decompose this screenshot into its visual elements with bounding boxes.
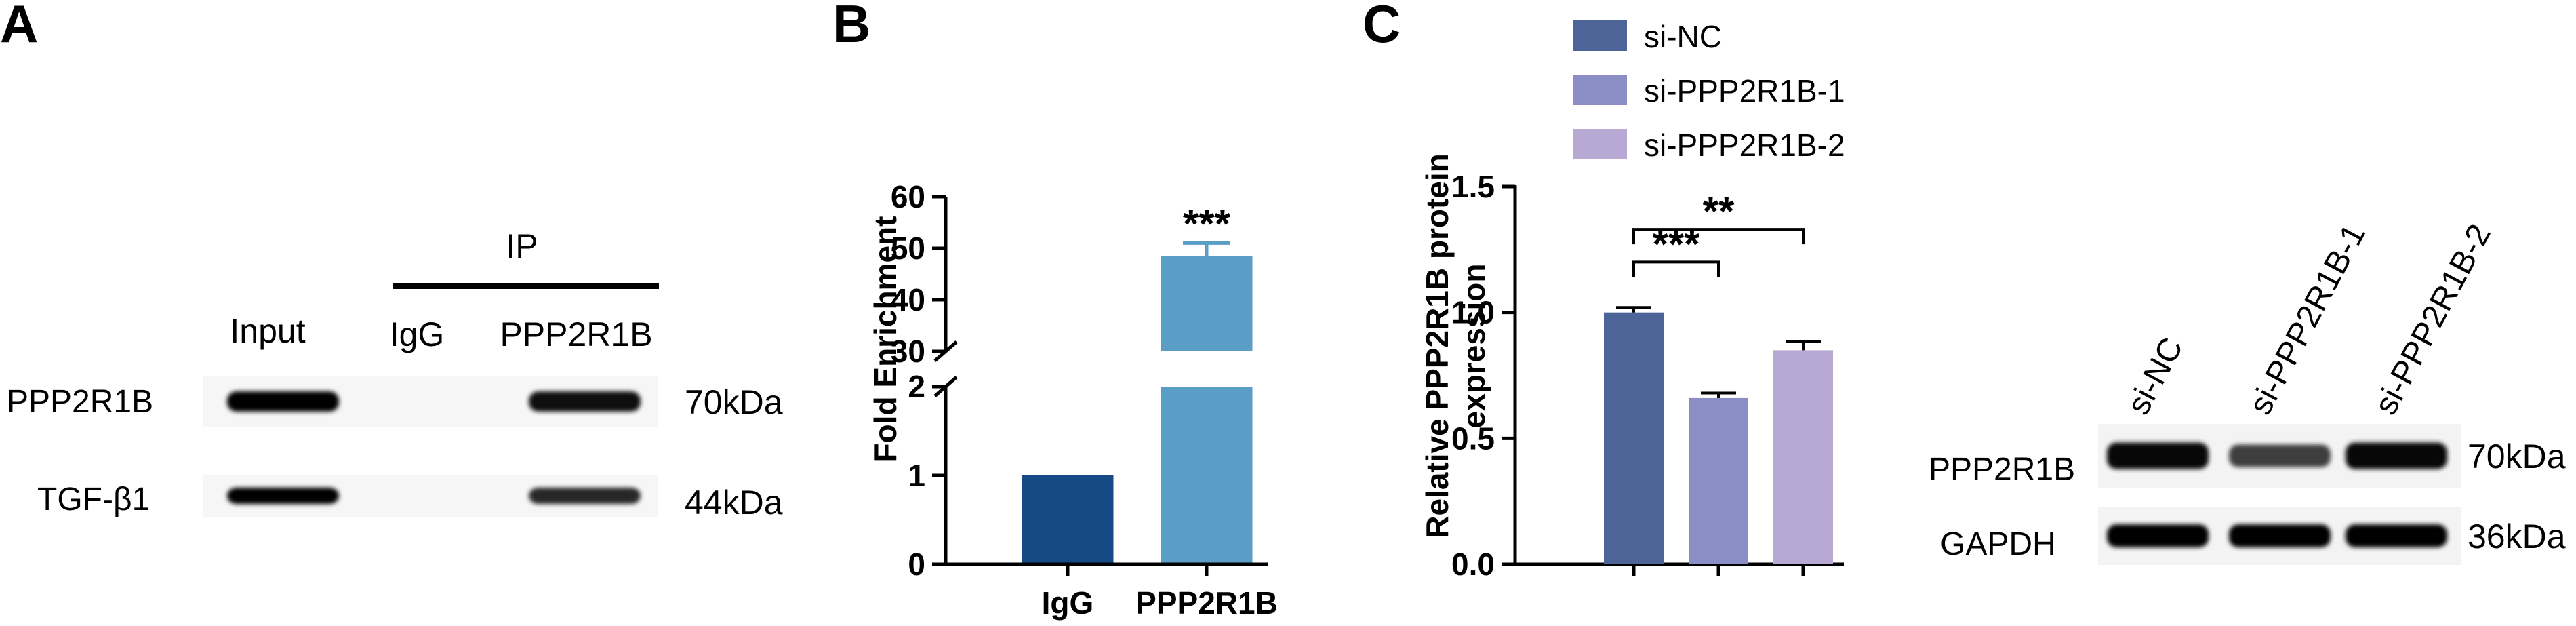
blot-c-lane-label-si-nc: si-NC bbox=[2120, 332, 2190, 420]
panel-c-bar-si-ppp2r1b-2 bbox=[1773, 350, 1833, 564]
panel-b-ytick-label: 2 bbox=[908, 369, 925, 404]
band-c-row0-lane0 bbox=[2107, 442, 2209, 469]
band-a-row0-lane0 bbox=[227, 391, 339, 412]
panel-c-ytick-label: 1.0 bbox=[1451, 295, 1495, 330]
panel-c-legend-swatch-si-ppp2r1b-2 bbox=[1573, 129, 1627, 159]
band-a-row1-lane2 bbox=[529, 488, 641, 504]
panel-b-bar-ppp2r1b-upper bbox=[1161, 256, 1253, 351]
blot-c-row-label-gapdh: GAPDH bbox=[1940, 526, 2056, 562]
mw-label-44kda: 44kDa bbox=[685, 484, 783, 522]
panel-c-bar-si-nc bbox=[1604, 312, 1664, 564]
panel-c-letter: C bbox=[1363, 0, 1401, 54]
lane-label-igg: IgG bbox=[390, 315, 445, 353]
panel-c-legend-label-si-ppp2r1b-2: si-PPP2R1B-2 bbox=[1644, 128, 1845, 163]
panel-b-ytick-label: 50 bbox=[891, 231, 925, 266]
panel-c-ytick-label: 1.5 bbox=[1451, 169, 1495, 204]
panel-b-xtick-label-ppp2r1b: PPP2R1B bbox=[1135, 585, 1278, 621]
ip-header: IP bbox=[506, 227, 538, 265]
lane-label-input: Input bbox=[230, 312, 305, 350]
panel-b-letter: B bbox=[832, 0, 870, 54]
band-c-row1-lane1 bbox=[2229, 524, 2331, 547]
panel-b-bar-ppp2r1b-lower bbox=[1161, 387, 1253, 564]
panel-c-comparison-bracket bbox=[1632, 228, 1805, 245]
lane-label-ppp2r1b: PPP2R1B bbox=[500, 315, 652, 353]
band-c-row1-lane2 bbox=[2346, 524, 2447, 547]
blot-c-lane-label-si-2: si-PPP2R1B-2 bbox=[2368, 218, 2498, 420]
panel-b-xtick-label-igg: IgG bbox=[1042, 585, 1094, 621]
panel-c-legend-swatch-si-nc bbox=[1573, 20, 1627, 51]
panel-b-ylabel: Fold Enrichment bbox=[868, 216, 903, 463]
panel-c-ylabel-line2: expression bbox=[1456, 264, 1491, 429]
panel-b-significance: *** bbox=[1183, 201, 1231, 246]
panel-c-legend-label-si-nc: si-NC bbox=[1644, 19, 1722, 54]
blot-c-lane-label-si-1: si-PPP2R1B-1 bbox=[2242, 218, 2373, 420]
panel-a-letter: A bbox=[0, 0, 38, 54]
blot-c-row-label-ppp2r1b: PPP2R1B bbox=[1929, 452, 2075, 488]
blot-c-mw-36kda: 36kDa bbox=[2468, 517, 2566, 555]
panel-c-ytick-label: 0.5 bbox=[1451, 420, 1495, 456]
panel-b-ytick-label: 30 bbox=[891, 334, 925, 369]
panel-b-chart: 0 1 230 40 50 60 IgG *** PPP2R1B bbox=[891, 179, 1278, 621]
panel-c-legend-label-si-ppp2r1b-1: si-PPP2R1B-1 bbox=[1644, 73, 1845, 109]
panel-b-ytick-label: 1 bbox=[908, 458, 925, 493]
blot-c-mw-70kda: 70kDa bbox=[2468, 437, 2566, 475]
panel-b-ytick-label: 40 bbox=[891, 282, 925, 317]
band-a-row0-lane2 bbox=[529, 391, 641, 412]
panel-b-ytick-label: 60 bbox=[891, 179, 925, 214]
band-c-row0-lane2 bbox=[2346, 442, 2447, 469]
panel-c-bar-si-ppp2r1b-1 bbox=[1689, 397, 1748, 564]
band-c-row0-lane1 bbox=[2229, 444, 2331, 467]
panel-b: B Fold Enrichment 0 1 230 40 50 60 IgG *** PPP2R… bbox=[832, 0, 1278, 621]
panel-c-comparison-bracket bbox=[1632, 260, 1720, 277]
blot-bands-a bbox=[227, 391, 641, 504]
mw-label-70kda: 70kDa bbox=[685, 383, 783, 421]
panel-c-ytick-label: 0.0 bbox=[1451, 547, 1495, 582]
band-c-row1-lane0 bbox=[2107, 524, 2209, 547]
panel-c-comparison-label: ** bbox=[1703, 189, 1735, 234]
panel-b-ytick-label: 0 bbox=[908, 547, 925, 582]
blot-bands-c bbox=[2107, 442, 2447, 547]
band-a-row1-lane0 bbox=[227, 488, 339, 504]
panel-b-bar-igg bbox=[1022, 475, 1114, 564]
panel-c: C Relative PPP2R1B protein expression 0.… bbox=[1363, 0, 2566, 582]
panel-c-legend-swatch-si-ppp2r1b-1 bbox=[1573, 75, 1627, 105]
panel-c-ylabel-line1: Relative PPP2R1B protein bbox=[1420, 153, 1455, 539]
row-label-ppp2r1b: PPP2R1B bbox=[7, 384, 153, 420]
panel-a: A IP Input IgG PPP2R1B PPP2R1B TGF-β1 70… bbox=[0, 0, 783, 522]
row-label-tgfb1: TGF-β1 bbox=[37, 482, 150, 517]
panel-c-chart: 0.00.51.01.5*****si-NCsi-PPP2R1B-1si-PPP… bbox=[1451, 19, 1845, 582]
